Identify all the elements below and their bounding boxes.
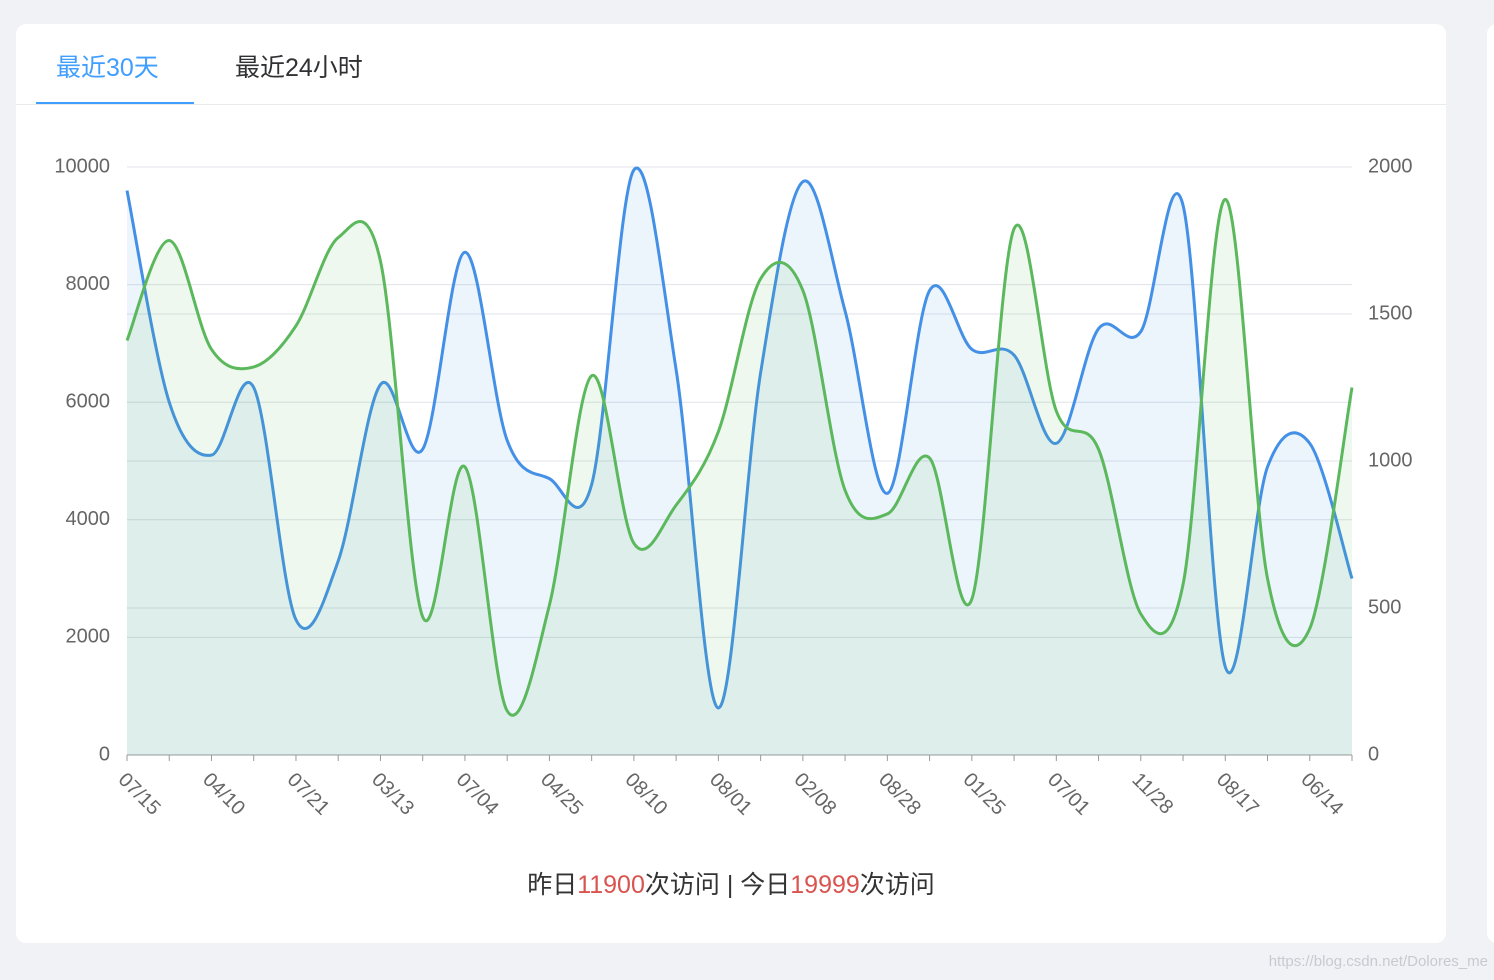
y2-tick-label: 1000: [1368, 449, 1413, 471]
x-tick-label: 01/25: [959, 769, 1010, 820]
x-tick-label: 07/04: [452, 769, 503, 820]
x-tick-label: 03/13: [367, 769, 418, 820]
x-tick-label: 02/08: [790, 769, 841, 820]
y2-tick-label: 1500: [1368, 302, 1413, 324]
y-tick-label: 4000: [66, 508, 111, 530]
tab[interactable]: 最近30天: [56, 54, 159, 82]
x-tick-label: 08/01: [705, 769, 756, 820]
tab[interactable]: 最近24小时: [235, 54, 363, 82]
y-tick-label: 8000: [66, 273, 111, 295]
x-tick-label: 04/25: [536, 769, 587, 820]
x-tick-label: 08/17: [1212, 769, 1263, 820]
active-tab-indicator: [36, 102, 194, 104]
x-tick-label: 08/10: [621, 769, 672, 820]
footer-text: 次访问: [859, 871, 935, 899]
tabs: 最近30天 最近24小时: [16, 24, 1446, 105]
y2-tick-label: 500: [1368, 596, 1401, 618]
series-line: [125, 197, 1354, 717]
watermark: https://blog.csdn.net/Dolores_me: [1268, 953, 1488, 970]
y-tick-label: 2000: [66, 626, 111, 648]
x-tick-label: 04/10: [198, 769, 249, 820]
series-line: [125, 166, 1354, 710]
series-area: [127, 199, 1352, 756]
x-tick-label: 11/28: [1128, 769, 1178, 819]
side-card: [1487, 24, 1494, 943]
y-tick-label: 6000: [66, 390, 111, 412]
footer-text: 次访问 | 今日: [644, 871, 791, 899]
x-tick-label: 08/28: [874, 769, 925, 820]
y-tick-label: 10000: [54, 155, 110, 177]
footer: 昨日11900次访问 | 今日19999次访问: [0, 865, 1462, 901]
today-count: 19999: [790, 871, 860, 899]
yesterday-count: 11900: [577, 871, 645, 899]
footer-text: 昨日: [527, 871, 578, 899]
x-tick-label: 07/15: [114, 769, 165, 820]
y2-tick-label: 0: [1368, 743, 1379, 765]
x-tick-label: 07/01: [1043, 769, 1094, 820]
y2-tick-label: 2000: [1368, 155, 1413, 177]
x-tick-label: 07/21: [283, 769, 334, 820]
y-tick-label: 0: [99, 743, 110, 765]
x-tick-label: 06/14: [1296, 769, 1347, 820]
